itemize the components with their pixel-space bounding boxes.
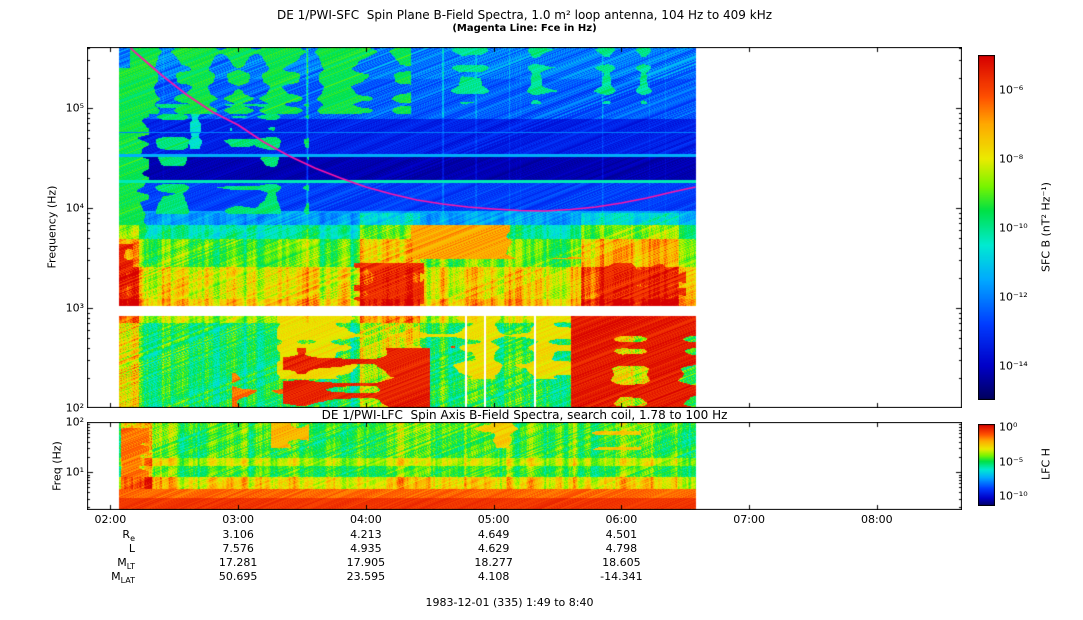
ephemeris-value: 4.501: [605, 528, 638, 541]
lfc-colorbar-tick-label: 10⁻⁵: [999, 455, 1024, 469]
ephemeris-value: 50.695: [218, 570, 258, 583]
sfc-y-tick-label: 10⁴: [65, 201, 84, 215]
sfc-colorbar-tick-label: 10⁻⁶: [999, 83, 1024, 96]
ephemeris-value: 4.629: [477, 542, 510, 555]
ephemeris-value: 17.905: [346, 556, 386, 569]
x-axis-tick-label: 03:00: [222, 513, 254, 526]
lfc-y-tick-label: 10²: [65, 415, 84, 429]
ephemeris-value: 4.798: [605, 542, 638, 555]
sfc-panel-subtitle: (Magenta Line: Fce in Hz): [452, 23, 597, 34]
sfc-panel-title: DE 1/PWI-SFC Spin Plane B-Field Spectra,…: [276, 8, 773, 22]
x-axis-tick-label: 08:00: [860, 513, 893, 526]
sfc-colorbar: [978, 55, 995, 400]
sfc-y-tick-label: 10⁵: [65, 101, 84, 115]
ephemeris-value: 18.277: [474, 556, 513, 569]
lfc-colorbar: [978, 424, 995, 506]
lfc-colorbar-label: LFC H: [1039, 448, 1053, 480]
x-axis-tick-label: 06:00: [605, 513, 638, 526]
ephemeris-value: 4.935: [350, 542, 382, 555]
lfc-panel-title: DE 1/PWI-LFC Spin Axis B-Field Spectra, …: [321, 408, 728, 422]
x-axis-tick-label: 07:00: [733, 513, 765, 526]
sfc-y-tick-label: 10²: [65, 401, 84, 415]
ephemeris-row-label: MLT: [117, 556, 135, 572]
x-axis-tick-label: 05:00: [477, 513, 510, 526]
sfc-colorbar-tick-label: 10⁻¹²: [999, 290, 1028, 303]
lfc-y-tick-label: 10¹: [65, 465, 84, 479]
sfc-colorbar-tick-label: 10⁻¹⁴: [999, 359, 1028, 372]
date-range-label: 1983-12-01 (335) 1:49 to 8:40: [425, 596, 594, 609]
sfc-y-axis-label: Frequency (Hz): [45, 185, 59, 269]
ephemeris-value: -14.341: [600, 570, 643, 583]
ephemeris-row-label: MLAT: [111, 570, 135, 586]
ephemeris-value: 3.106: [222, 528, 254, 541]
ephemeris-value: 23.595: [346, 570, 386, 583]
ephemeris-value: 4.649: [477, 528, 510, 541]
ephemeris-value: 17.281: [218, 556, 258, 569]
x-axis-tick-label: 02:00: [94, 513, 127, 526]
sfc-colorbar-label: SFC B (nT² Hz⁻¹): [1039, 182, 1053, 272]
ephemeris-value: 4.213: [350, 528, 382, 541]
lfc-spectrogram-canvas: [87, 422, 962, 510]
sfc-spectrogram-canvas: [87, 47, 962, 408]
lfc-colorbar-tick-label: 10⁰: [999, 420, 1018, 434]
ephemeris-value: 7.576: [222, 542, 254, 555]
sfc-colorbar-tick-label: 10⁻⁸: [999, 152, 1024, 165]
ephemeris-row-label: Re: [122, 528, 135, 544]
ephemeris-value: 18.605: [602, 556, 641, 569]
ephemeris-row-label: L: [128, 542, 135, 555]
sfc-y-tick-label: 10³: [65, 301, 84, 315]
sfc-colorbar-tick-label: 10⁻¹⁰: [999, 221, 1028, 234]
lfc-colorbar-tick-label: 10⁻¹⁰: [999, 489, 1028, 503]
ephemeris-value: 4.108: [477, 570, 510, 583]
x-axis-tick-label: 04:00: [350, 513, 382, 526]
